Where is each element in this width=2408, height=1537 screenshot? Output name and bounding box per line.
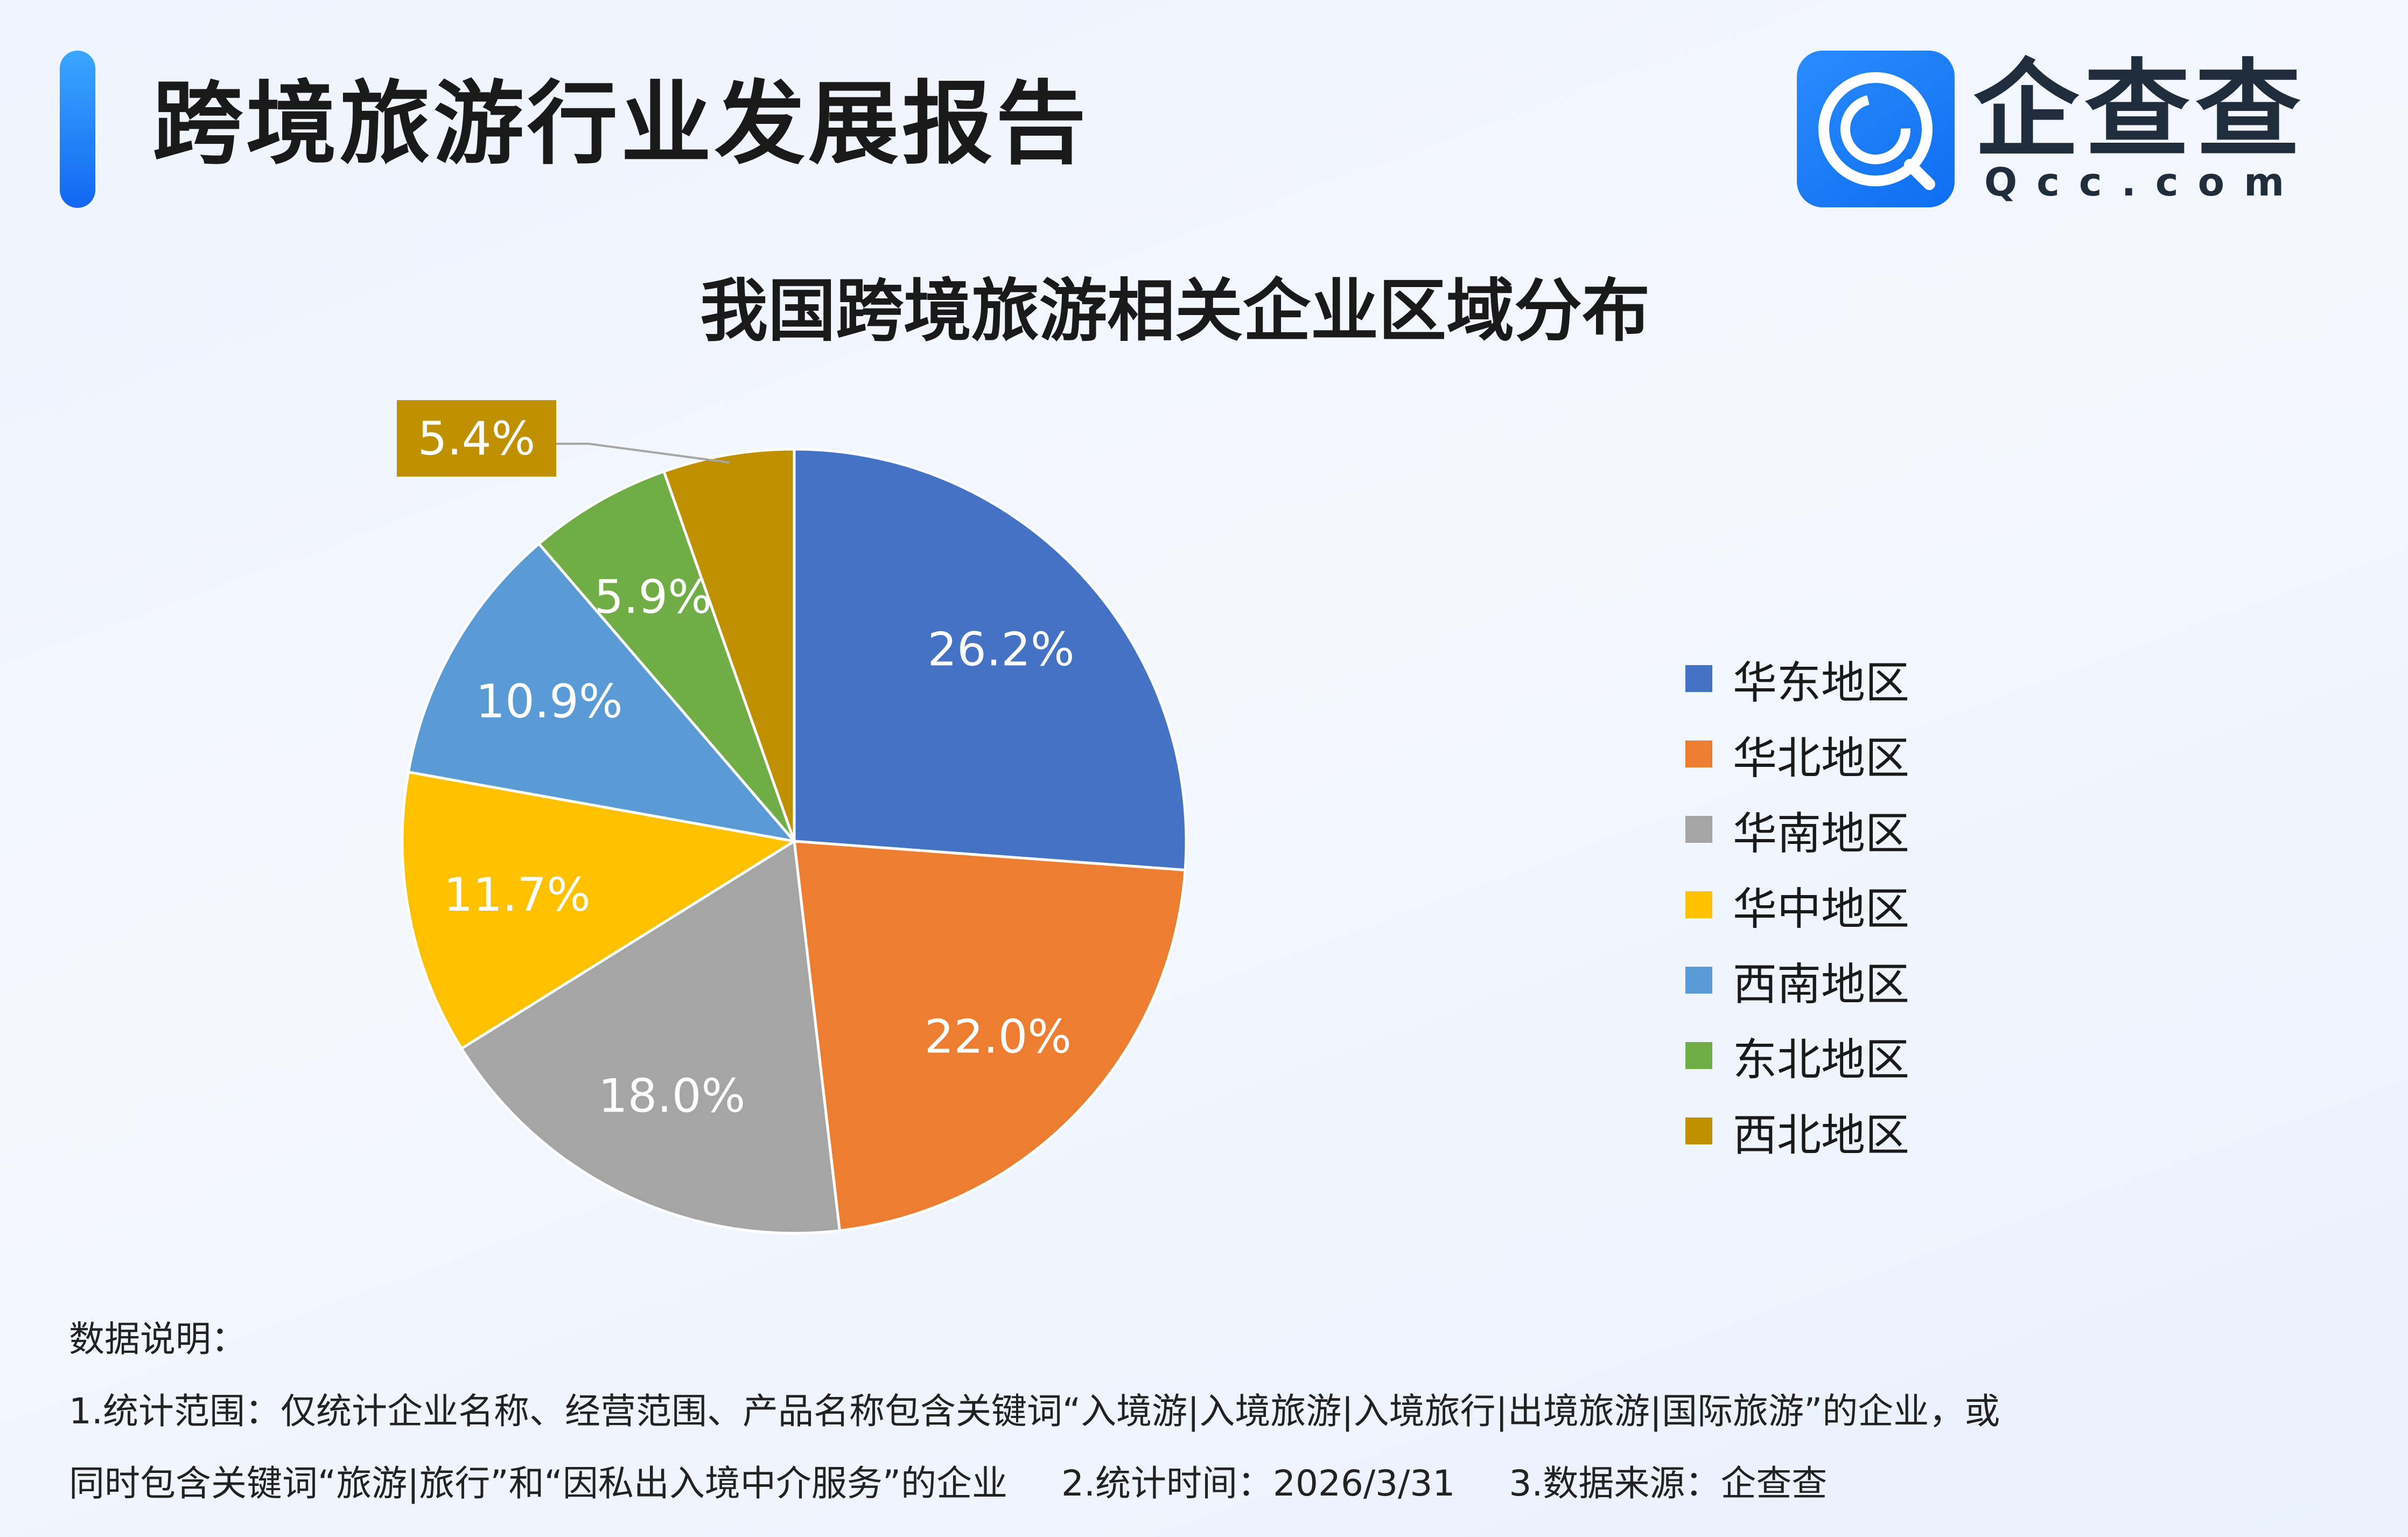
legend-label: 华北地区 <box>1733 732 1910 784</box>
legend-label: 华东地区 <box>1733 657 1910 709</box>
slice-data-label: 26.2% <box>927 623 1074 676</box>
pie-slice <box>537 470 796 842</box>
legend-item: 西南地区 <box>1685 942 2008 1018</box>
legend-item: 华南地区 <box>1685 792 2008 867</box>
legend-swatch <box>1685 665 1712 692</box>
legend-swatch <box>1685 1042 1712 1069</box>
pie-slice <box>459 839 842 1235</box>
legend-swatch <box>1685 740 1712 767</box>
legend-item: 华北地区 <box>1685 716 2008 792</box>
legend-label: 华中地区 <box>1733 883 1910 935</box>
slice-data-label: 11.7% <box>444 868 591 922</box>
callout-leader-line <box>556 443 730 464</box>
legend-item: 西北地区 <box>1685 1093 2008 1169</box>
legend-label: 东北地区 <box>1733 1034 1910 1086</box>
page-title: 跨境旅游行业发展报告 <box>152 71 1089 177</box>
slice-data-label: 5.4% <box>418 412 536 466</box>
pie-slice <box>401 770 798 1051</box>
legend-label: 西南地区 <box>1733 959 1910 1010</box>
notes-heading: 数据说明： <box>69 1318 247 1360</box>
notes-scope-cont: 同时包含关键词“旅游|旅行”和“因私出入境中介服务”的企业 <box>69 1463 1008 1504</box>
pie-slice <box>407 542 798 843</box>
legend-item: 华东地区 <box>1685 641 2008 716</box>
slice-data-label: 18.0% <box>598 1069 745 1123</box>
chart-title: 我国跨境旅游相关企业区域分布 <box>700 271 1650 351</box>
pie-slice <box>793 840 1187 1232</box>
chart-legend: 华东地区 华北地区 华南地区 华中地区 西南地区 东北地区 西北地区 <box>1685 641 2008 1169</box>
notes-last-line: 同时包含关键词“旅游|旅行”和“因私出入境中介服务”的企业 2.统计时间：2026… <box>69 1448 2000 1520</box>
logo-domain: Qcc.com <box>1984 159 2304 205</box>
legend-label: 西北地区 <box>1733 1109 1910 1161</box>
legend-swatch <box>1685 891 1712 918</box>
qcc-logo-icon <box>1797 51 1955 207</box>
slice-data-label: 5.9% <box>594 570 712 624</box>
callout-label-box <box>397 400 556 477</box>
slice-data-label: 10.9% <box>475 675 622 729</box>
pie-slice <box>662 448 796 842</box>
pie-slice <box>793 448 1188 872</box>
legend-item: 华中地区 <box>1685 867 2008 942</box>
header-accent-bar <box>60 51 95 208</box>
legend-swatch <box>1685 967 1712 994</box>
notes-scope-line: 1.统计范围：仅统计企业名称、经营范围、产品名称包含关键词“入境游|入境旅游|入… <box>69 1391 2000 1432</box>
notes-time: 2.统计时间：2026/3/31 <box>1061 1463 1455 1504</box>
legend-swatch <box>1685 1117 1712 1144</box>
notes-source: 3.数据来源：企查查 <box>1509 1463 1828 1504</box>
logo-wordmark: 企查查 <box>1973 49 2307 172</box>
data-notes: 数据说明： 1.统计范围：仅统计企业名称、经营范围、产品名称包含关键词“入境游|… <box>69 1303 2000 1520</box>
legend-swatch <box>1685 816 1712 843</box>
legend-label: 华南地区 <box>1733 808 1910 860</box>
slice-data-label: 22.0% <box>925 1010 1072 1064</box>
legend-item: 东北地区 <box>1685 1018 2008 1093</box>
